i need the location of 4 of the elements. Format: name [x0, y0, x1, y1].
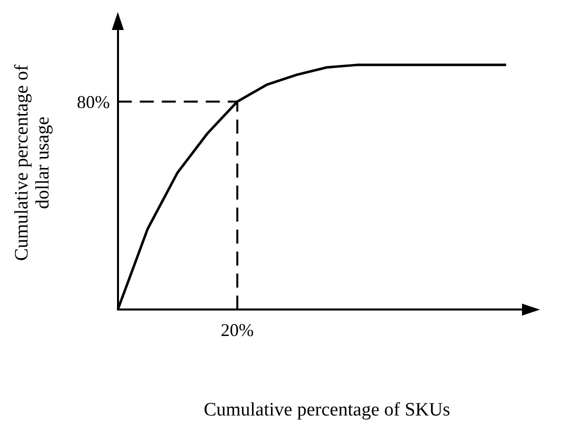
text: 80% — [76, 92, 110, 112]
text: 20% — [220, 320, 254, 340]
x-axis-title: Cumulative percentage of SKUs — [204, 400, 450, 421]
y-axis-title: Cumulative percentage of dollar usage — [11, 64, 54, 261]
